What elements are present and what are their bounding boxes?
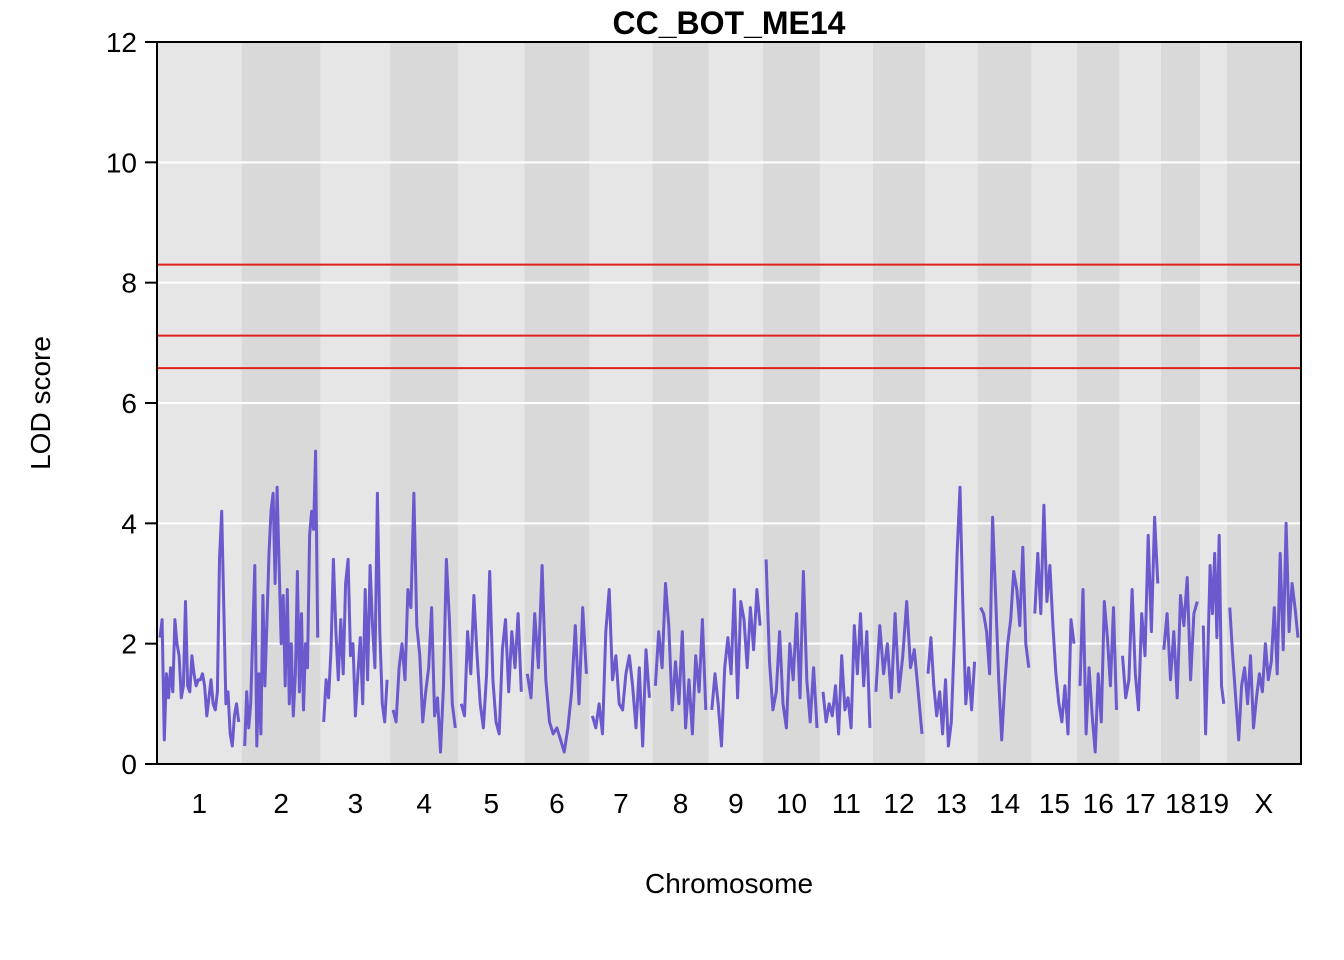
lod-curve-chr-3	[322, 491, 389, 724]
lod-curve-chr-14	[979, 515, 1031, 742]
x-tick-label: 13	[936, 788, 967, 819]
y-tick-label: 10	[106, 147, 137, 178]
x-tick-label: 11	[832, 788, 861, 819]
lod-curve-chr-8	[653, 582, 708, 736]
x-tick-label: 6	[549, 788, 565, 819]
y-tick-label: 2	[121, 629, 137, 660]
lod-curve-chr-15	[1033, 503, 1076, 736]
x-tick-label: 9	[728, 788, 744, 819]
y-tick-label: 0	[121, 749, 137, 780]
x-tick-label: 12	[883, 788, 914, 819]
y-tick-label: 6	[121, 388, 137, 419]
x-tick-label: 16	[1083, 788, 1114, 819]
x-tick-label: 1	[192, 788, 208, 819]
lod-curve-chr-17	[1121, 515, 1160, 712]
x-tick-label: 14	[989, 788, 1020, 819]
y-tick-label: 8	[121, 268, 137, 299]
x-tick-label: 8	[673, 788, 689, 819]
lod-curve-chr-19	[1201, 533, 1226, 736]
x-tick-label: 19	[1198, 788, 1229, 819]
lod-curve-chr-10	[764, 559, 819, 730]
threshold-lines	[157, 263, 1301, 370]
lod-curve-chr-13	[926, 485, 977, 748]
lod-curve	[158, 449, 1300, 754]
y-axis: 0 2 4 6 8 10 12	[106, 27, 157, 780]
x-tick-label: 15	[1039, 788, 1070, 819]
lod-curve-chr-7	[590, 588, 651, 748]
lod-curve-chr-4	[391, 491, 457, 754]
lod-curve-chr-18	[1162, 576, 1199, 700]
lod-curve-chr-9	[710, 588, 762, 748]
x-tick-label: 4	[416, 788, 432, 819]
lod-curve-chr-12	[874, 600, 924, 735]
x-tick-label: 18	[1165, 788, 1196, 819]
lod-curve-chr-6	[525, 564, 588, 754]
x-tick-label: 5	[484, 788, 500, 819]
x-tick-label: 3	[348, 788, 364, 819]
y-tick-label: 12	[106, 27, 137, 58]
chart-title: CC_BOT_ME14	[613, 5, 846, 41]
lod-curve-chr-1	[158, 509, 241, 748]
x-tick-label: 10	[776, 788, 807, 819]
x-tick-label: X	[1255, 788, 1274, 819]
x-axis: 1 2 3 4 5 6 7 8 9 10 11 12 13 14 15 16 17 18 19 X	[192, 788, 1274, 819]
lod-curve-chr-2	[243, 449, 320, 748]
lod-curve-chr-16	[1078, 588, 1118, 754]
x-tick-label: 7	[613, 788, 629, 819]
lod-curve-chr-5	[459, 570, 523, 736]
x-axis-label: Chromosome	[645, 868, 813, 899]
y-tick-label: 4	[121, 508, 137, 539]
x-tick-label: 2	[273, 788, 289, 819]
lod-curve-chr-X	[1228, 521, 1300, 742]
y-axis-label: LOD score	[25, 336, 56, 470]
lod-curve-chr-11	[821, 612, 872, 736]
x-tick-label: 17	[1125, 788, 1156, 819]
